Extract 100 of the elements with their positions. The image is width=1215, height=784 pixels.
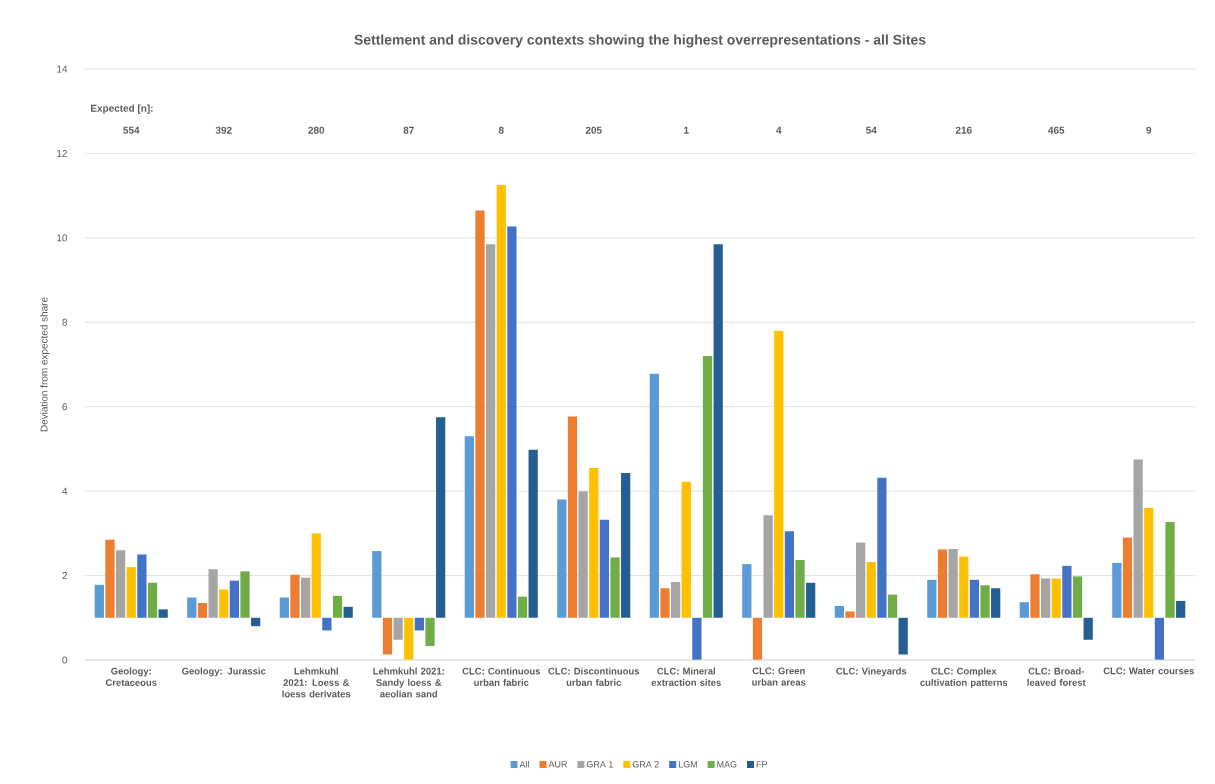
y-axis-title: Deviation from expected share — [40, 297, 50, 432]
bar — [251, 617, 261, 627]
bar — [742, 564, 752, 618]
y-tick-label: 2 — [62, 572, 67, 580]
bar — [240, 571, 250, 618]
bar — [475, 210, 485, 618]
bar — [845, 611, 855, 618]
x-tick-label: CLC: Complex cultivation patterns — [920, 667, 1008, 688]
annotation: 9 — [1146, 126, 1152, 134]
bar — [115, 550, 126, 618]
bar — [137, 554, 147, 618]
bar — [1154, 617, 1165, 660]
chart-title: Settlement and discovery contexts showing the highest overrepresentations - all Sites — [354, 34, 926, 48]
annotation: 216 — [955, 126, 972, 134]
legend-label: All — [519, 761, 529, 768]
bar — [311, 533, 321, 618]
bar — [1144, 508, 1154, 618]
bar — [948, 548, 958, 618]
bar — [1112, 562, 1122, 618]
bar — [713, 244, 723, 618]
bar — [557, 499, 567, 618]
annotation: 465 — [1048, 126, 1065, 134]
legend-label: FP — [756, 761, 768, 768]
bar — [1083, 617, 1093, 640]
bar — [126, 567, 136, 618]
x-tick-label: CLC: Continuous urban fabric — [462, 667, 541, 686]
bar — [322, 617, 332, 631]
x-tick-label: CLC: Mineral extraction sites — [651, 667, 721, 686]
bar — [969, 579, 980, 618]
bar — [343, 606, 353, 618]
bar — [229, 580, 240, 618]
annotation: Expected [n]: — [91, 104, 153, 114]
bar — [621, 472, 631, 618]
bar — [752, 617, 763, 660]
legend-label: AUR — [548, 761, 567, 768]
bar — [507, 226, 517, 618]
y-tick-label: 0 — [62, 656, 68, 664]
bar — [436, 417, 446, 618]
bar — [147, 582, 158, 618]
x-tick-label: CLC: Vineyards — [836, 667, 907, 677]
annotation: 1 — [684, 126, 689, 134]
bar — [219, 589, 229, 618]
bar — [980, 585, 990, 618]
bar — [1176, 600, 1186, 618]
bar — [279, 597, 289, 618]
bar — [806, 582, 816, 618]
bar — [1072, 576, 1083, 618]
bar — [898, 617, 908, 655]
bar — [927, 579, 937, 618]
bar — [991, 588, 1001, 618]
bar — [692, 617, 702, 660]
bar — [959, 556, 969, 618]
annotation: 87 — [403, 126, 414, 134]
bar — [332, 595, 343, 618]
bar — [528, 449, 538, 618]
x-tick-label: CLC: Green urban areas — [752, 667, 806, 686]
bar — [496, 185, 506, 618]
bar — [1133, 459, 1143, 618]
bar — [649, 373, 659, 618]
bar — [197, 603, 208, 618]
bar — [94, 584, 104, 618]
bar — [599, 519, 610, 618]
bar — [567, 416, 578, 618]
bar — [393, 617, 403, 640]
x-tick-label: CLC: Broad-leaved forest — [1027, 667, 1086, 686]
bar — [671, 581, 681, 618]
x-tick-label: Lehmkuhl 2021: Loess & loess derivates — [282, 667, 351, 698]
x-tick-label: Lehmkuhl 2021: Sandy loess & aeolian sand — [373, 667, 444, 698]
annotation: 4 — [776, 126, 782, 134]
y-tick-label: 14 — [57, 65, 68, 73]
bar — [660, 588, 670, 618]
bar — [610, 557, 620, 618]
bar — [1030, 574, 1040, 618]
bar — [105, 539, 115, 618]
bar — [589, 467, 599, 618]
y-tick-label: 12 — [57, 149, 67, 157]
bar — [887, 594, 898, 618]
legend-label: GRA 2 — [632, 761, 659, 768]
bar — [877, 477, 887, 618]
bar — [1019, 602, 1029, 618]
bar — [1122, 537, 1133, 618]
bar — [372, 551, 382, 618]
bar — [382, 617, 393, 655]
bar — [856, 542, 866, 618]
bar — [1051, 578, 1061, 618]
annotation: 280 — [308, 126, 325, 134]
bar — [795, 559, 805, 618]
bar — [290, 574, 300, 618]
annotation: 8 — [498, 126, 504, 134]
bar — [702, 356, 713, 618]
bar — [187, 597, 197, 618]
bar — [578, 491, 588, 618]
annotation: 392 — [215, 126, 232, 134]
y-tick-label: 10 — [57, 234, 68, 242]
x-tick-label: CLC: Water courses — [1103, 667, 1194, 675]
annotation: 54 — [866, 126, 877, 134]
annotation: 205 — [585, 126, 602, 134]
legend-label: LGM — [678, 761, 697, 768]
bar — [464, 436, 474, 618]
bar — [1165, 521, 1175, 618]
